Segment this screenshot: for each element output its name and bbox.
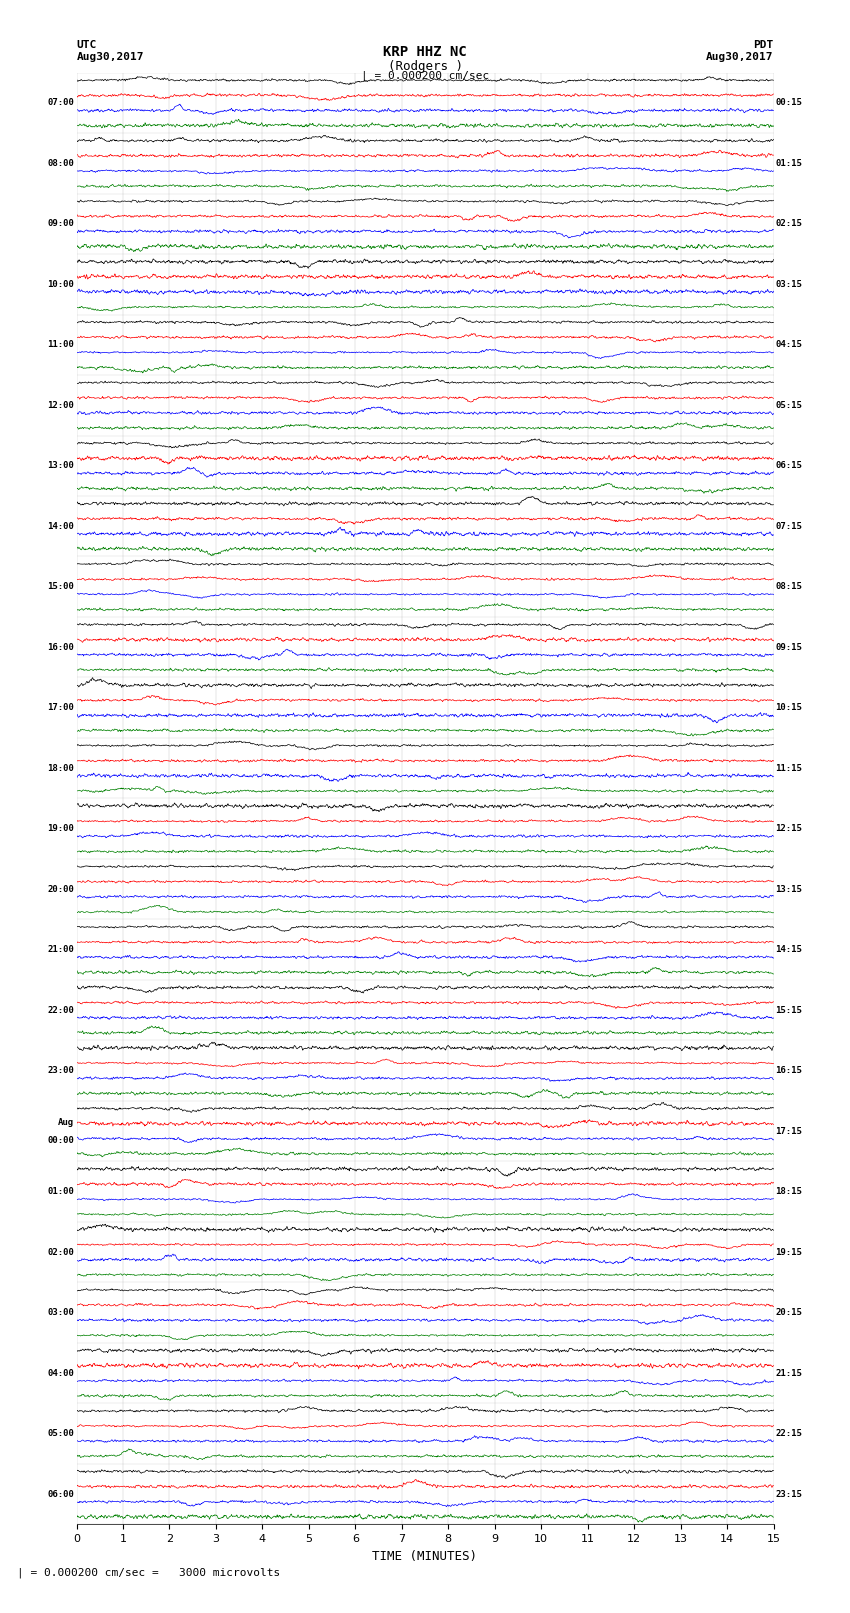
Text: 01:15: 01:15 bbox=[775, 158, 802, 168]
Text: 12:00: 12:00 bbox=[48, 400, 75, 410]
Text: 08:00: 08:00 bbox=[48, 158, 75, 168]
Text: 23:15: 23:15 bbox=[775, 1489, 802, 1498]
Text: 20:00: 20:00 bbox=[48, 884, 75, 894]
Text: 15:15: 15:15 bbox=[775, 1005, 802, 1015]
Text: 04:15: 04:15 bbox=[775, 340, 802, 350]
Text: 16:00: 16:00 bbox=[48, 642, 75, 652]
Text: 07:15: 07:15 bbox=[775, 521, 802, 531]
Text: 18:15: 18:15 bbox=[775, 1187, 802, 1197]
Text: 10:15: 10:15 bbox=[775, 703, 802, 713]
Text: UTC: UTC bbox=[76, 40, 97, 50]
Text: 11:00: 11:00 bbox=[48, 340, 75, 350]
Text: 05:00: 05:00 bbox=[48, 1429, 75, 1439]
Text: 22:15: 22:15 bbox=[775, 1429, 802, 1439]
Text: 11:15: 11:15 bbox=[775, 763, 802, 773]
Text: | = 0.000200 cm/sec: | = 0.000200 cm/sec bbox=[361, 71, 489, 82]
Text: 07:00: 07:00 bbox=[48, 98, 75, 108]
Text: 00:00: 00:00 bbox=[48, 1136, 75, 1145]
Text: KRP HHZ NC: KRP HHZ NC bbox=[383, 45, 467, 60]
Text: 06:15: 06:15 bbox=[775, 461, 802, 471]
Text: 06:00: 06:00 bbox=[48, 1489, 75, 1498]
Text: 05:15: 05:15 bbox=[775, 400, 802, 410]
Text: Aug30,2017: Aug30,2017 bbox=[706, 52, 774, 61]
Text: 01:00: 01:00 bbox=[48, 1187, 75, 1197]
Text: Aug30,2017: Aug30,2017 bbox=[76, 52, 144, 61]
Text: 17:00: 17:00 bbox=[48, 703, 75, 713]
Text: 10:00: 10:00 bbox=[48, 279, 75, 289]
Text: (Rodgers ): (Rodgers ) bbox=[388, 60, 462, 73]
Text: 03:15: 03:15 bbox=[775, 279, 802, 289]
Text: 04:00: 04:00 bbox=[48, 1368, 75, 1378]
Text: 02:15: 02:15 bbox=[775, 219, 802, 229]
Text: | = 0.000200 cm/sec =   3000 microvolts: | = 0.000200 cm/sec = 3000 microvolts bbox=[17, 1568, 280, 1578]
Text: 12:15: 12:15 bbox=[775, 824, 802, 834]
Text: 08:15: 08:15 bbox=[775, 582, 802, 592]
Text: 02:00: 02:00 bbox=[48, 1247, 75, 1257]
Text: 21:00: 21:00 bbox=[48, 945, 75, 955]
Text: 23:00: 23:00 bbox=[48, 1066, 75, 1076]
Text: 19:15: 19:15 bbox=[775, 1247, 802, 1257]
Text: 14:00: 14:00 bbox=[48, 521, 75, 531]
Text: 22:00: 22:00 bbox=[48, 1005, 75, 1015]
Text: 19:00: 19:00 bbox=[48, 824, 75, 834]
Text: 21:15: 21:15 bbox=[775, 1368, 802, 1378]
Text: 18:00: 18:00 bbox=[48, 763, 75, 773]
Text: 09:15: 09:15 bbox=[775, 642, 802, 652]
Text: 00:15: 00:15 bbox=[775, 98, 802, 108]
Text: 20:15: 20:15 bbox=[775, 1308, 802, 1318]
Text: 14:15: 14:15 bbox=[775, 945, 802, 955]
Text: PDT: PDT bbox=[753, 40, 774, 50]
Text: 17:15: 17:15 bbox=[775, 1126, 802, 1136]
Text: 13:15: 13:15 bbox=[775, 884, 802, 894]
X-axis label: TIME (MINUTES): TIME (MINUTES) bbox=[372, 1550, 478, 1563]
Text: 13:00: 13:00 bbox=[48, 461, 75, 471]
Text: Aug: Aug bbox=[59, 1118, 75, 1126]
Text: 15:00: 15:00 bbox=[48, 582, 75, 592]
Text: 03:00: 03:00 bbox=[48, 1308, 75, 1318]
Text: 09:00: 09:00 bbox=[48, 219, 75, 229]
Text: 16:15: 16:15 bbox=[775, 1066, 802, 1076]
